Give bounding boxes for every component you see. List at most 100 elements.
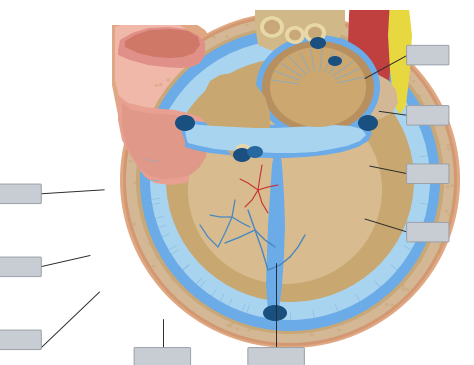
Ellipse shape: [235, 144, 251, 156]
Ellipse shape: [225, 35, 229, 38]
Ellipse shape: [435, 253, 439, 256]
Ellipse shape: [285, 26, 305, 44]
Ellipse shape: [362, 42, 366, 45]
Ellipse shape: [225, 316, 229, 319]
Ellipse shape: [299, 20, 303, 23]
Ellipse shape: [154, 84, 158, 87]
Ellipse shape: [407, 76, 411, 79]
Ellipse shape: [263, 305, 287, 321]
Polygon shape: [0, 0, 200, 25]
Ellipse shape: [155, 254, 159, 258]
Ellipse shape: [441, 165, 445, 168]
Polygon shape: [348, 0, 390, 117]
Ellipse shape: [392, 58, 396, 61]
Ellipse shape: [192, 296, 196, 299]
Ellipse shape: [417, 95, 421, 98]
Ellipse shape: [289, 30, 301, 41]
Ellipse shape: [401, 288, 405, 291]
Ellipse shape: [215, 310, 219, 314]
Ellipse shape: [440, 118, 444, 121]
Ellipse shape: [310, 37, 326, 49]
FancyBboxPatch shape: [0, 184, 41, 204]
Ellipse shape: [247, 328, 251, 331]
Ellipse shape: [437, 222, 441, 225]
Ellipse shape: [180, 303, 184, 306]
Ellipse shape: [128, 160, 133, 162]
Ellipse shape: [391, 304, 394, 307]
FancyBboxPatch shape: [248, 347, 304, 365]
Ellipse shape: [212, 36, 216, 39]
Ellipse shape: [439, 244, 443, 247]
Polygon shape: [255, 0, 345, 53]
Ellipse shape: [447, 148, 451, 151]
Ellipse shape: [133, 156, 137, 159]
Ellipse shape: [438, 203, 442, 205]
FancyBboxPatch shape: [0, 330, 41, 350]
Ellipse shape: [255, 326, 259, 328]
Polygon shape: [122, 103, 207, 179]
Ellipse shape: [446, 185, 449, 188]
Polygon shape: [0, 0, 108, 365]
Ellipse shape: [401, 285, 405, 288]
Ellipse shape: [435, 109, 438, 112]
FancyBboxPatch shape: [407, 222, 449, 242]
Ellipse shape: [433, 124, 437, 127]
Ellipse shape: [235, 327, 239, 330]
Ellipse shape: [172, 295, 176, 298]
Ellipse shape: [384, 303, 389, 306]
Ellipse shape: [308, 27, 322, 39]
Ellipse shape: [120, 12, 460, 348]
Ellipse shape: [358, 115, 378, 131]
Ellipse shape: [405, 288, 410, 291]
Ellipse shape: [328, 56, 342, 66]
Ellipse shape: [142, 134, 146, 137]
Polygon shape: [202, 73, 270, 157]
Ellipse shape: [264, 20, 280, 34]
FancyBboxPatch shape: [407, 45, 449, 65]
Ellipse shape: [170, 278, 174, 281]
Ellipse shape: [245, 23, 249, 26]
Ellipse shape: [356, 30, 359, 33]
Ellipse shape: [132, 223, 137, 226]
Ellipse shape: [250, 326, 255, 329]
Ellipse shape: [134, 181, 137, 184]
Ellipse shape: [447, 144, 450, 147]
Polygon shape: [388, 0, 412, 115]
Ellipse shape: [179, 57, 183, 60]
Ellipse shape: [451, 200, 455, 203]
Polygon shape: [118, 95, 215, 185]
Ellipse shape: [228, 324, 232, 327]
Ellipse shape: [123, 14, 457, 346]
Ellipse shape: [126, 17, 454, 343]
Polygon shape: [115, 20, 250, 277]
Ellipse shape: [175, 115, 195, 131]
Ellipse shape: [309, 23, 313, 26]
FancyBboxPatch shape: [134, 347, 191, 365]
Ellipse shape: [156, 46, 424, 314]
Ellipse shape: [270, 47, 366, 127]
Ellipse shape: [150, 40, 430, 320]
Ellipse shape: [262, 41, 374, 133]
Ellipse shape: [417, 94, 420, 97]
Ellipse shape: [226, 323, 230, 326]
FancyBboxPatch shape: [0, 257, 41, 277]
Ellipse shape: [142, 32, 438, 328]
Ellipse shape: [237, 321, 241, 324]
Ellipse shape: [166, 58, 414, 302]
Ellipse shape: [351, 318, 356, 320]
Ellipse shape: [438, 143, 441, 146]
Ellipse shape: [230, 322, 234, 325]
Ellipse shape: [173, 80, 397, 300]
Ellipse shape: [166, 78, 170, 81]
Ellipse shape: [260, 16, 284, 38]
Ellipse shape: [418, 259, 422, 262]
Polygon shape: [266, 150, 285, 317]
Ellipse shape: [238, 146, 248, 154]
Ellipse shape: [411, 80, 415, 83]
Ellipse shape: [310, 333, 314, 337]
Polygon shape: [125, 29, 200, 58]
Ellipse shape: [268, 20, 272, 23]
Ellipse shape: [450, 184, 454, 187]
Ellipse shape: [147, 242, 152, 246]
Ellipse shape: [338, 34, 343, 37]
